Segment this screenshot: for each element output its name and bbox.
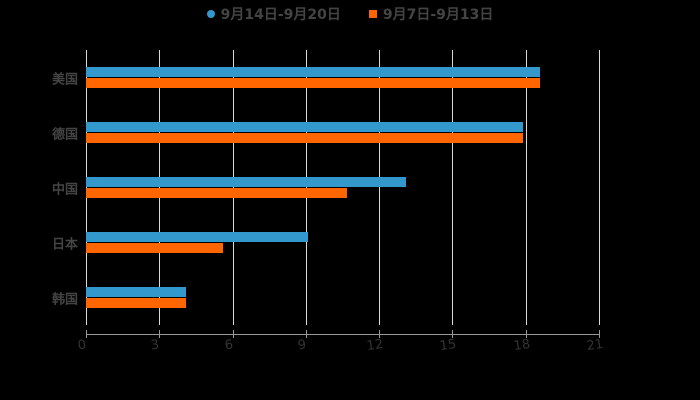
y-category-label: 中国 <box>51 182 78 198</box>
x-tick-label: 18 <box>512 336 531 355</box>
gridline <box>159 50 161 325</box>
legend-item-week1[interactable]: 9月7日-9月13日 <box>368 4 494 24</box>
x-tick-label: 0 <box>76 337 88 354</box>
y-category-label: 韩国 <box>51 292 78 308</box>
bar-week2[interactable] <box>86 232 309 242</box>
x-tick-label: 6 <box>223 337 234 354</box>
x-axis <box>86 334 599 335</box>
legend-label: 9月7日-9月13日 <box>382 7 494 23</box>
x-tick-label: 15 <box>439 336 458 355</box>
gridline <box>452 50 454 325</box>
chart-legend: 9月14日-9月20日 9月7日-9月13日 <box>0 4 700 24</box>
bar-week2[interactable] <box>86 177 406 187</box>
gridline <box>232 50 234 325</box>
x-tick-label: 21 <box>585 336 605 355</box>
legend-item-week2[interactable]: 9月14日-9月20日 <box>206 4 341 24</box>
y-category-label: 日本 <box>51 237 78 253</box>
x-tick-label: 9 <box>296 337 307 354</box>
bar-week1[interactable] <box>86 78 541 88</box>
bar-week1[interactable] <box>86 188 348 198</box>
legend-square-icon <box>368 10 377 18</box>
axis-tick <box>599 330 600 338</box>
gridline <box>599 50 600 325</box>
bar-week2[interactable] <box>86 67 541 77</box>
gridline <box>305 50 307 325</box>
gridline <box>379 50 381 325</box>
y-category-label: 美国 <box>51 72 78 88</box>
legend-circle-icon <box>206 10 215 18</box>
gridline <box>86 50 87 325</box>
bar-week2[interactable] <box>86 122 524 132</box>
x-tick-label: 12 <box>365 336 385 355</box>
y-category-label: 德国 <box>51 127 78 143</box>
legend-label: 9月14日-9月20日 <box>220 7 341 23</box>
gridline <box>525 50 527 325</box>
bar-week1[interactable] <box>86 243 223 253</box>
x-tick-label: 3 <box>150 337 161 354</box>
bar-week1[interactable] <box>86 133 524 143</box>
bar-week1[interactable] <box>86 298 187 308</box>
bar-week2[interactable] <box>86 287 187 297</box>
